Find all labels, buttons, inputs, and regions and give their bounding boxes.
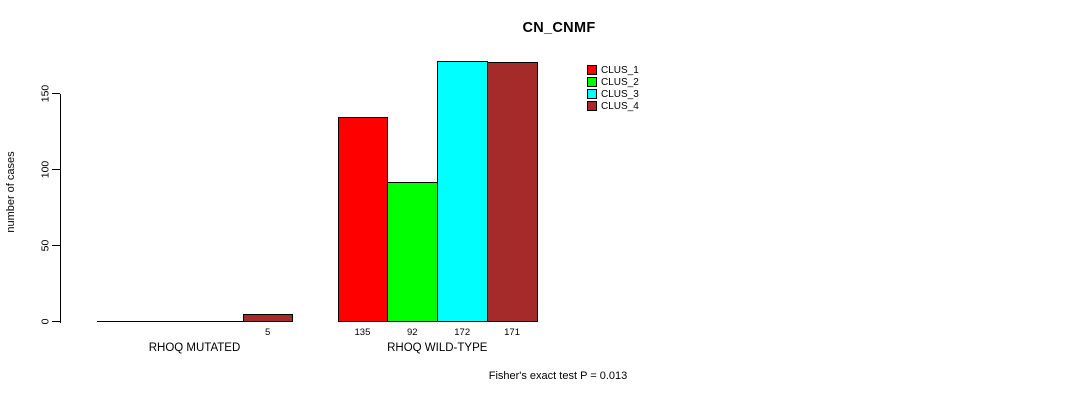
y-axis-title: number of cases [5,151,17,233]
bar-clus_3-rhoq_mutated [194,321,245,322]
y-tick-50 [52,245,60,246]
y-tick-label-100: 100 [39,160,52,179]
bar-clus_3-rhoq_wild_type [437,61,489,322]
y-tick-100 [52,169,60,170]
bar-value-label-clus_4-rhoq_wild_type: 171 [504,327,520,338]
bar-clus_4-rhoq_wild_type [487,62,538,322]
legend-swatch-clus_4 [587,101,597,111]
y-tick-150 [52,93,60,94]
bar-value-label-clus_4-rhoq_mutated: 5 [264,327,271,338]
legend-label-clus_2: CLUS_2 [601,76,639,88]
y-tick-0 [52,321,60,322]
legend-label-clus_4: CLUS_4 [601,100,639,112]
chart-title: CN_CNMF [522,20,596,36]
bar-value-label-clus_1-rhoq_wild_type: 135 [354,327,371,338]
legend-label-clus_3: CLUS_3 [601,88,639,100]
stat-annotation: Fisher's exact test P = 0.013 [488,370,628,382]
legend-item-clus_2: CLUS_2 [587,76,639,88]
bar-clus_2-rhoq_wild_type [387,182,439,322]
category-label-rhoq_mutated: RHOQ MUTATED [148,342,241,354]
bar-clus_1-rhoq_mutated [97,321,147,322]
y-tick-label-150: 150 [39,84,52,103]
bar-value-label-clus_3-rhoq_wild_type: 172 [454,327,471,338]
bar-clus_4-rhoq_mutated [243,314,293,322]
bar-value-label-clus_2-rhoq_wild_type: 92 [407,327,418,338]
category-label-rhoq_wild_type: RHOQ WILD-TYPE [387,342,488,354]
legend-item-clus_4: CLUS_4 [587,100,639,112]
bar-clus_1-rhoq_wild_type [337,117,389,322]
y-axis-line [60,94,61,323]
legend-swatch-clus_2 [587,77,597,87]
legend-swatch-clus_1 [587,65,597,75]
legend: CLUS_1 CLUS_2 CLUS_3 CLUS_4 [587,64,639,112]
y-tick-label-0: 0 [39,318,52,325]
legend-item-clus_1: CLUS_1 [587,64,639,76]
legend-swatch-clus_3 [587,89,597,99]
legend-item-clus_3: CLUS_3 [587,88,639,100]
bar-clus_2-rhoq_mutated [145,321,196,322]
y-tick-label-50: 50 [39,239,52,252]
legend-label-clus_1: CLUS_1 [601,64,639,76]
